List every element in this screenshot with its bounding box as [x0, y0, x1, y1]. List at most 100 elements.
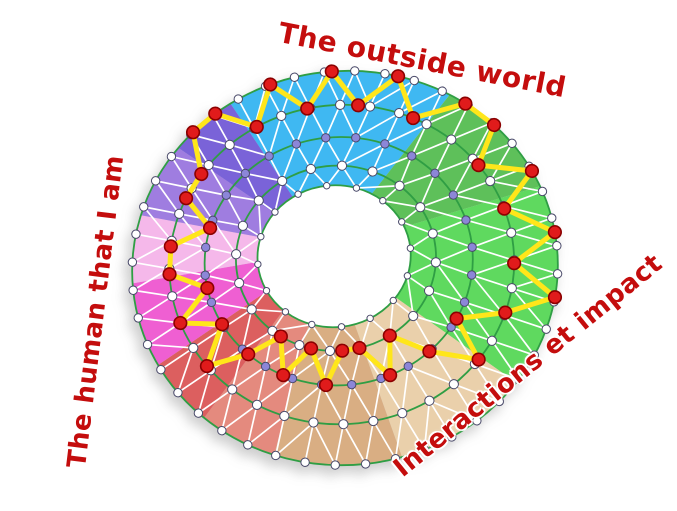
mesh-node	[321, 133, 331, 143]
mesh-line	[178, 213, 207, 248]
mesh-node	[552, 241, 562, 251]
mesh-line	[434, 139, 453, 174]
mesh-line	[281, 143, 298, 182]
mesh-node	[254, 260, 262, 268]
mesh-line	[168, 246, 207, 270]
mesh-line	[225, 194, 244, 227]
mesh-node	[201, 242, 211, 253]
mesh-line	[324, 104, 341, 139]
mesh-node	[167, 291, 178, 302]
mesh-line	[143, 206, 180, 215]
mesh-node	[150, 176, 161, 186]
mesh-line	[355, 112, 400, 139]
mesh-node	[131, 229, 141, 239]
mesh-node	[217, 425, 227, 436]
mesh-line	[471, 274, 505, 316]
mesh-line	[274, 180, 283, 213]
red-node	[498, 305, 513, 320]
mesh-line	[324, 137, 343, 167]
mesh-node	[173, 387, 183, 398]
mesh-line	[304, 422, 315, 463]
mesh-line	[435, 246, 473, 264]
mesh-node	[446, 322, 456, 332]
mesh-node	[430, 257, 441, 268]
mesh-line	[177, 347, 195, 393]
mesh-line	[450, 104, 469, 140]
mesh-line	[513, 259, 558, 275]
red-node	[524, 163, 540, 179]
red-node	[406, 110, 421, 126]
mesh-node	[133, 313, 143, 323]
mesh-line	[412, 315, 433, 350]
mesh-line	[171, 155, 209, 166]
red-node	[273, 329, 288, 344]
red-node	[200, 280, 215, 296]
mesh-node	[246, 304, 257, 315]
mesh-node	[529, 350, 540, 360]
mesh-line	[256, 377, 294, 406]
mesh-line	[401, 366, 410, 414]
mesh-node	[308, 417, 319, 428]
mesh-node	[323, 182, 331, 190]
mesh-line	[452, 158, 474, 196]
mesh-node	[289, 72, 300, 82]
mesh-node	[281, 308, 290, 316]
red-node	[471, 352, 486, 367]
mesh-line	[228, 144, 247, 174]
mesh-node	[336, 160, 348, 171]
mesh-node	[389, 296, 397, 305]
mesh-line	[504, 314, 547, 330]
mesh-node	[305, 163, 316, 175]
mesh-line	[463, 301, 493, 342]
mesh-node	[437, 86, 447, 96]
mesh-line	[372, 378, 382, 422]
mesh-line	[154, 180, 180, 215]
mesh-node	[277, 175, 288, 187]
mesh-line	[425, 90, 443, 125]
mesh-node	[227, 384, 238, 395]
mesh-node	[279, 410, 290, 422]
mesh-node	[394, 107, 405, 119]
mesh-node	[142, 339, 153, 350]
red-node	[547, 225, 562, 240]
mesh-line	[155, 179, 192, 190]
mesh-node	[424, 395, 435, 406]
red-node	[507, 256, 522, 271]
mesh-node	[427, 228, 438, 239]
mesh-line	[143, 206, 173, 242]
mesh-line	[474, 363, 501, 402]
mesh-node	[467, 270, 477, 280]
red-node	[335, 343, 350, 358]
mesh-node	[419, 445, 430, 455]
green-ring	[168, 103, 516, 426]
red-node	[173, 315, 188, 331]
mesh-node	[346, 379, 357, 390]
red-node	[163, 239, 178, 254]
mesh-line	[471, 246, 515, 262]
red-node	[300, 101, 315, 116]
mesh-line	[251, 308, 286, 313]
mesh-line	[341, 137, 357, 167]
mesh-line	[411, 138, 452, 157]
mesh-node	[506, 227, 517, 238]
red-node	[208, 106, 223, 121]
mesh-line	[490, 180, 543, 193]
mesh-line	[407, 365, 431, 402]
mesh-node	[291, 139, 302, 149]
mesh-line	[450, 122, 492, 141]
red-node	[351, 98, 366, 113]
mesh-node	[324, 345, 336, 356]
mesh-node	[308, 320, 316, 329]
mesh-line	[471, 231, 512, 248]
mesh-line	[394, 413, 404, 459]
mesh-line	[170, 156, 193, 189]
mesh-node	[447, 432, 457, 442]
mesh-line	[211, 301, 252, 311]
mesh-line	[354, 106, 371, 139]
mesh-line	[135, 233, 172, 242]
mesh-line	[283, 378, 294, 417]
mesh-node	[430, 168, 440, 178]
highlight-path	[167, 68, 558, 388]
mesh-line	[419, 172, 436, 208]
